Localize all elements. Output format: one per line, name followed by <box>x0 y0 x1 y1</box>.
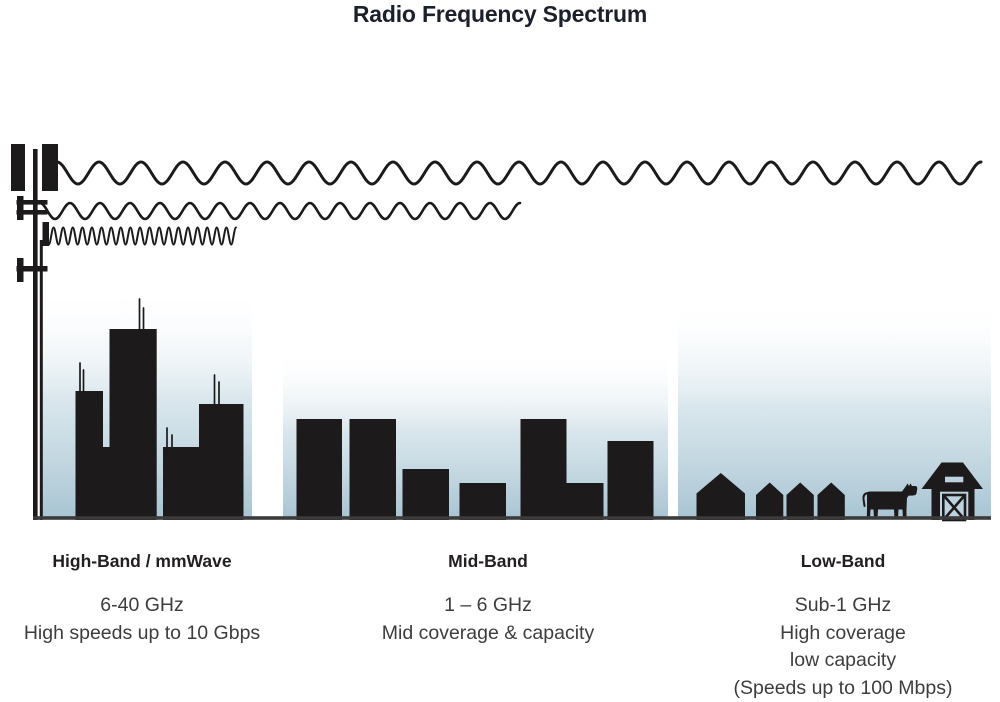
low-band-description2: low capacity <box>734 647 953 675</box>
high-band-heading: High-Band / mmWave <box>24 551 260 572</box>
low-band-heading: Low-Band <box>734 551 953 572</box>
mid-band-description: Mid coverage & capacity <box>382 620 594 648</box>
low-band-label: Low-Band Sub-1 GHz High coverage low cap… <box>734 551 953 702</box>
ground-line <box>33 516 991 520</box>
low-band-frequency: Sub-1 GHz <box>734 592 953 620</box>
mid-frequency-wave <box>40 203 520 219</box>
low-band-speeds: (Speeds up to 100 Mbps) <box>734 675 953 702</box>
spectrum-graphic <box>0 0 1000 540</box>
low-band-description: High coverage <box>734 620 953 648</box>
radio-waves-layer <box>40 162 981 245</box>
high-frequency-wave <box>44 228 236 245</box>
high-band-description: High speeds up to 10 Gbps <box>24 620 260 648</box>
mid-band-heading: Mid-Band <box>382 551 594 572</box>
mid-band-label: Mid-Band 1 – 6 GHz Mid coverage & capaci… <box>382 551 594 647</box>
mid-band-frequency: 1 – 6 GHz <box>382 592 594 620</box>
low-frequency-wave <box>57 162 981 184</box>
barn-loft-slit <box>945 477 963 483</box>
high-band-frequency: 6-40 GHz <box>24 592 260 620</box>
high-band-label: High-Band / mmWave 6-40 GHz High speeds … <box>24 551 260 647</box>
